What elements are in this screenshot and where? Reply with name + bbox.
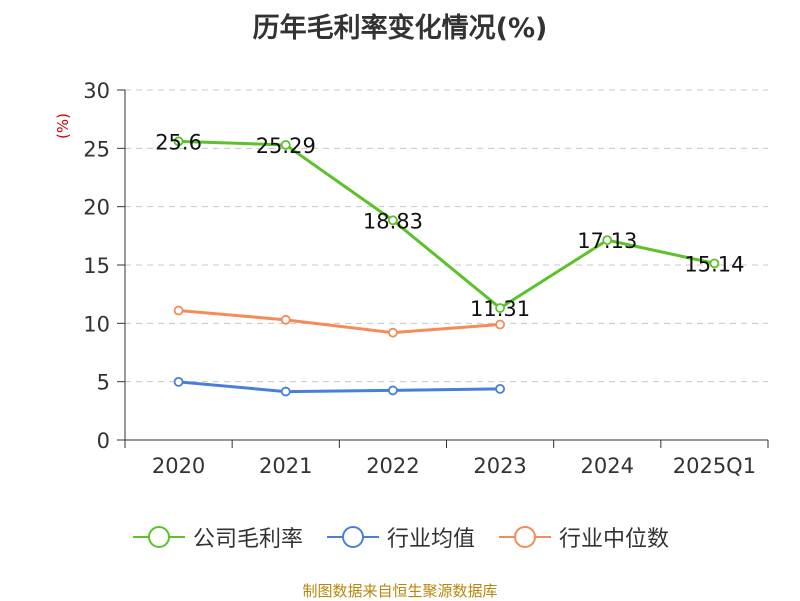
legend-label: 行业中位数 xyxy=(559,527,670,552)
data-point xyxy=(495,303,505,313)
y-tick-label: 20 xyxy=(83,196,110,220)
x-tick-label: 2023 xyxy=(473,454,526,478)
chart-title: 历年毛利率变化情况(%) xyxy=(252,13,548,44)
y-tick-label: 0 xyxy=(97,429,110,453)
legend-marker-icon xyxy=(326,526,379,548)
data-label: 17.13 xyxy=(577,229,637,253)
x-tick-label: 2022 xyxy=(366,454,419,478)
data-point xyxy=(602,235,613,246)
data-point xyxy=(173,305,184,316)
data-point xyxy=(388,327,398,338)
data-label: 25.29 xyxy=(256,134,316,158)
data-point xyxy=(280,386,291,397)
data-label: 15.14 xyxy=(684,252,744,276)
y-tick-label: 15 xyxy=(83,254,110,278)
x-tick-label: 2020 xyxy=(152,454,205,478)
legend-item[interactable]: 行业均值 xyxy=(325,521,475,553)
chart-legend: 公司毛利率 行业均值 行业中位数 xyxy=(0,519,800,555)
legend-item[interactable]: 公司毛利率 xyxy=(131,521,303,553)
data-point xyxy=(495,383,505,394)
y-tick-label: 5 xyxy=(97,371,110,395)
data-point xyxy=(495,319,505,330)
data-point xyxy=(173,136,184,147)
data-label: 11.31 xyxy=(470,297,530,321)
legend-label: 行业均值 xyxy=(386,527,475,552)
legend-item[interactable]: 行业中位数 xyxy=(497,521,669,553)
data-label: 25.6 xyxy=(155,130,202,154)
series-line xyxy=(178,309,501,335)
data-point xyxy=(388,385,398,396)
data-label: 18.83 xyxy=(363,209,423,233)
legend-marker-icon xyxy=(499,526,551,548)
y-tick-label: 10 xyxy=(83,312,110,336)
y-tick-label: 25 xyxy=(83,137,110,161)
legend-label: 公司毛利率 xyxy=(192,527,303,552)
x-tick-label: 2024 xyxy=(581,454,634,478)
data-point xyxy=(173,376,184,387)
legend-marker-icon xyxy=(132,526,185,548)
data-point xyxy=(709,258,720,269)
source-note: 制图数据来自恒生聚源数据库 xyxy=(302,582,498,600)
series-line xyxy=(178,139,715,310)
y-axis-label: (%) xyxy=(54,113,72,139)
data-point xyxy=(280,314,291,325)
x-tick-label: 2025Q1 xyxy=(673,454,756,478)
y-tick-label: 30 xyxy=(83,79,110,103)
data-point xyxy=(388,215,398,226)
x-tick-label: 2021 xyxy=(259,454,312,478)
data-point xyxy=(280,140,291,150)
series-line xyxy=(178,380,501,394)
